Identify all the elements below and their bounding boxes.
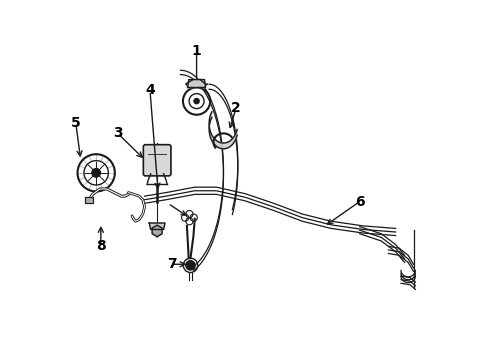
Text: 1: 1: [192, 44, 201, 58]
Polygon shape: [149, 223, 165, 229]
Text: 6: 6: [355, 194, 365, 208]
Polygon shape: [152, 225, 162, 237]
FancyBboxPatch shape: [144, 145, 171, 176]
Polygon shape: [209, 112, 237, 149]
Circle shape: [92, 168, 100, 177]
Text: 7: 7: [167, 257, 176, 271]
Text: 2: 2: [231, 101, 241, 115]
Circle shape: [186, 261, 195, 270]
Text: 3: 3: [113, 126, 122, 140]
Text: 8: 8: [96, 239, 106, 253]
Polygon shape: [186, 80, 200, 85]
Polygon shape: [193, 80, 207, 85]
Polygon shape: [85, 197, 93, 203]
Text: 4: 4: [145, 84, 155, 97]
Text: 5: 5: [71, 116, 81, 130]
Circle shape: [194, 98, 199, 104]
Polygon shape: [188, 80, 205, 87]
